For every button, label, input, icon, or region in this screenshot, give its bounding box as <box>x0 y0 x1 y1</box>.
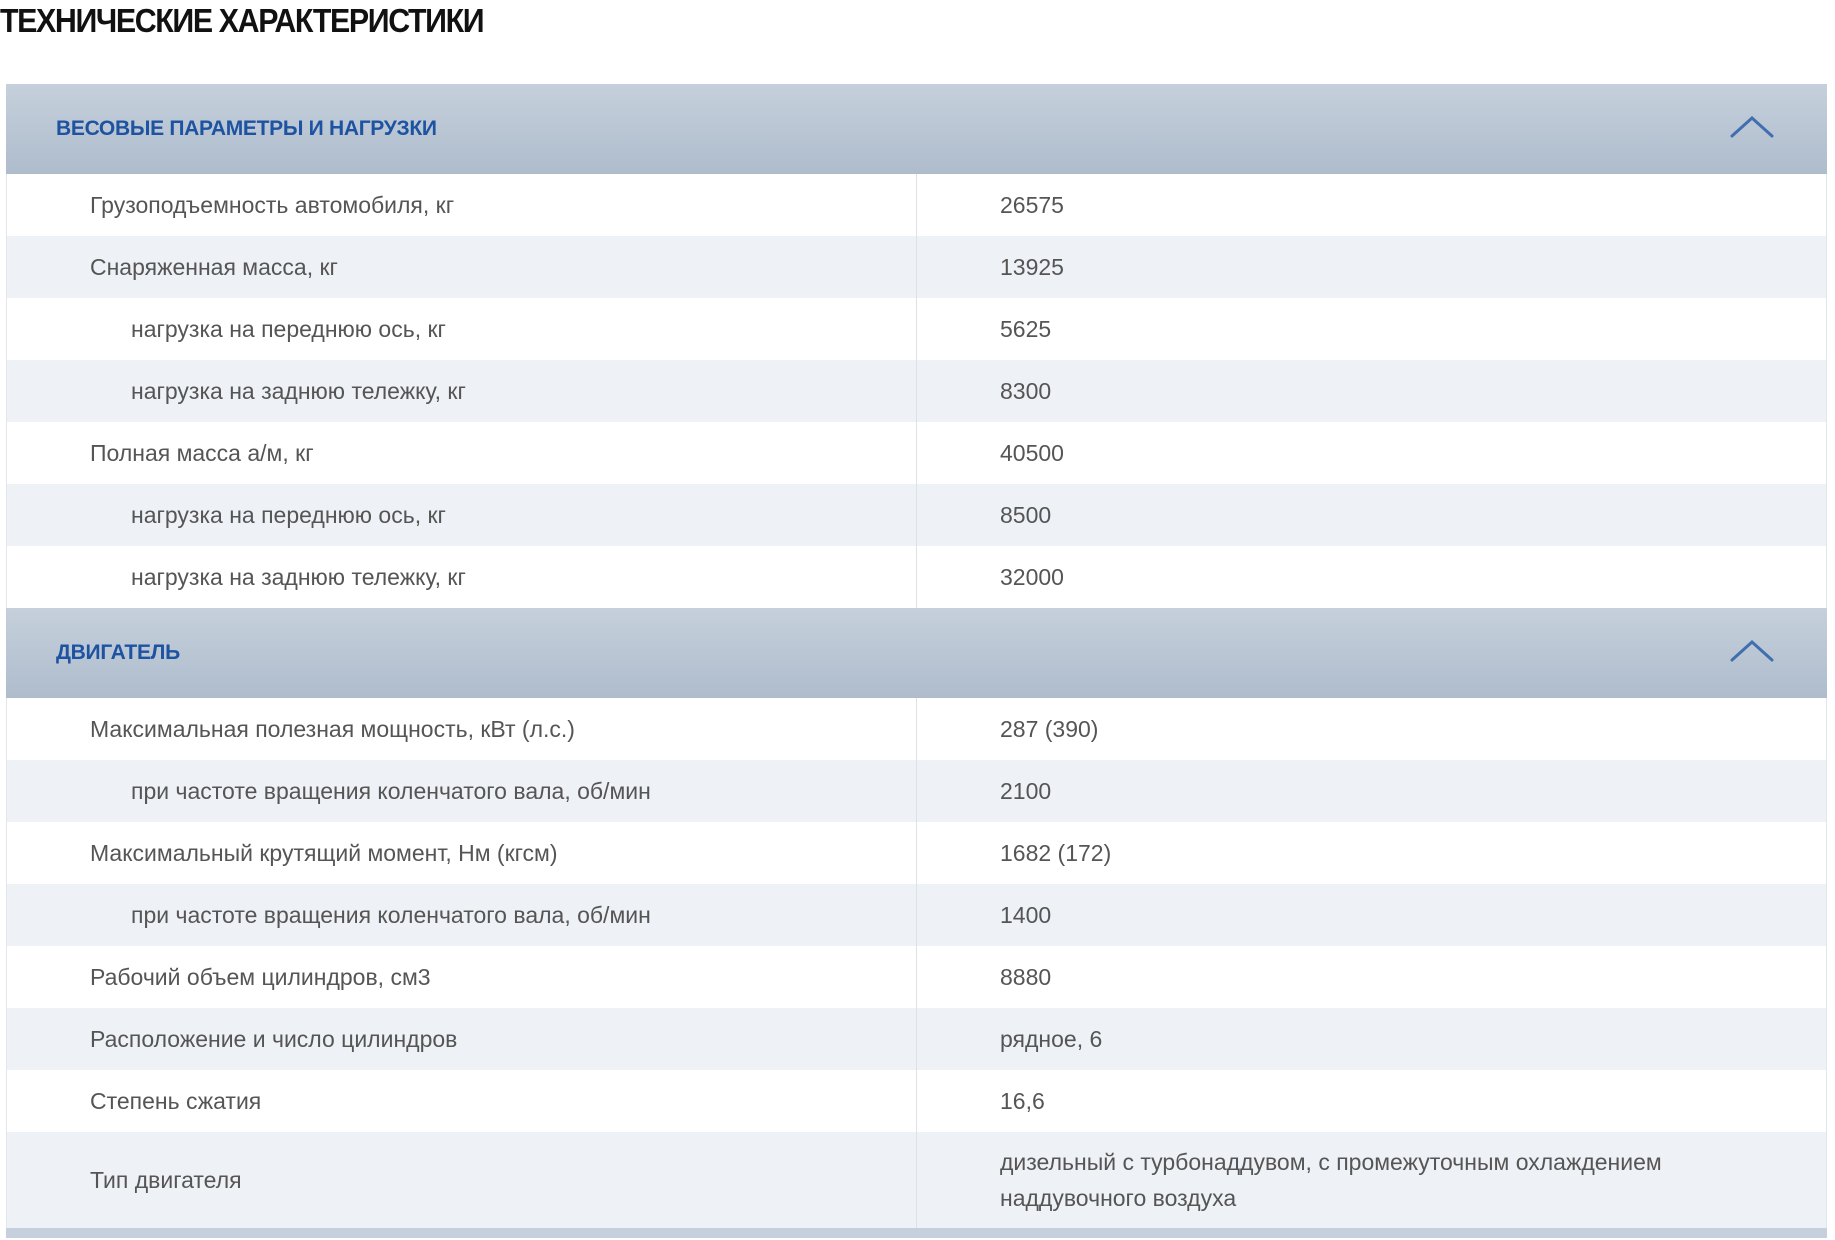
table-row: нагрузка на заднюю тележку, кг 32000 <box>7 546 1826 608</box>
row-value: дизельный с турбонаддувом, с промежуточн… <box>1000 1149 1662 1211</box>
section-rows: Максимальная полезная мощность, кВт (л.с… <box>6 698 1827 1228</box>
row-value: 1682 (172) <box>1000 840 1112 866</box>
row-label: нагрузка на заднюю тележку, кг <box>7 546 917 608</box>
row-label: Степень сжатия <box>7 1070 917 1132</box>
row-label: при частоте вращения коленчатого вала, о… <box>7 884 917 946</box>
table-row: Степень сжатия 16,6 <box>7 1070 1826 1132</box>
table-row: при частоте вращения коленчатого вала, о… <box>7 760 1826 822</box>
row-value: 1400 <box>1000 902 1052 928</box>
table-row: при частоте вращения коленчатого вала, о… <box>7 884 1826 946</box>
table-row: нагрузка на переднюю ось, кг 8500 <box>7 484 1826 546</box>
table-row: нагрузка на переднюю ось, кг 5625 <box>7 298 1826 360</box>
chevron-up-icon[interactable] <box>1729 638 1775 664</box>
table-row: Тип двигателя дизельный с турбонаддувом,… <box>7 1132 1826 1228</box>
row-value: 2100 <box>1000 778 1052 804</box>
row-label: Полная масса а/м, кг <box>7 422 917 484</box>
row-label: Снаряженная масса, кг <box>7 236 917 298</box>
row-value: 32000 <box>1000 564 1064 590</box>
row-label: Максимальная полезная мощность, кВт (л.с… <box>7 698 917 760</box>
row-label: Максимальный крутящий момент, Нм (кгсм) <box>7 822 917 884</box>
table-row: Расположение и число цилиндров рядное, 6 <box>7 1008 1826 1070</box>
row-label: нагрузка на переднюю ось, кг <box>7 484 917 546</box>
table-row: Грузоподъемность автомобиля, кг 26575 <box>7 174 1826 236</box>
row-label: Расположение и число цилиндров <box>7 1008 917 1070</box>
section-title: ВЕСОВЫЕ ПАРАМЕТРЫ И НАГРУЗКИ <box>56 117 437 140</box>
row-value: 8880 <box>1000 964 1052 990</box>
row-value: 26575 <box>1000 192 1064 218</box>
table-row: Максимальный крутящий момент, Нм (кгсм) … <box>7 822 1826 884</box>
section-title: ДВИГАТЕЛЬ <box>56 641 180 664</box>
row-value: 40500 <box>1000 440 1064 466</box>
row-value: 287 (390) <box>1000 716 1099 742</box>
row-value: 8500 <box>1000 502 1052 528</box>
section-header[interactable]: ДВИГАТЕЛЬ <box>6 608 1827 698</box>
table-row: Полная масса а/м, кг 40500 <box>7 422 1826 484</box>
table-row: Максимальная полезная мощность, кВт (л.с… <box>7 698 1826 760</box>
row-label: Грузоподъемность автомобиля, кг <box>7 174 917 236</box>
row-value: рядное, 6 <box>1000 1026 1103 1052</box>
chevron-up-icon[interactable] <box>1729 114 1775 140</box>
row-label: Рабочий объем цилиндров, см3 <box>7 946 917 1008</box>
row-value: 5625 <box>1000 316 1052 342</box>
spec-table: ВЕСОВЫЕ ПАРАМЕТРЫ И НАГРУЗКИ Грузоподъем… <box>6 84 1827 1238</box>
row-label: нагрузка на заднюю тележку, кг <box>7 360 917 422</box>
section-header[interactable]: ВЕСОВЫЕ ПАРАМЕТРЫ И НАГРУЗКИ <box>6 84 1827 174</box>
table-row: Снаряженная масса, кг 13925 <box>7 236 1826 298</box>
table-row: нагрузка на заднюю тележку, кг 8300 <box>7 360 1826 422</box>
row-label: Тип двигателя <box>7 1132 917 1228</box>
row-value: 8300 <box>1000 378 1052 404</box>
page-title: ТЕХНИЧЕСКИЕ ХАРАКТЕРИСТИКИ <box>0 2 485 39</box>
row-value: 13925 <box>1000 254 1064 280</box>
row-label: при частоте вращения коленчатого вала, о… <box>7 760 917 822</box>
section-rows: Грузоподъемность автомобиля, кг 26575 Сна… <box>6 174 1827 608</box>
row-label: нагрузка на переднюю ось, кг <box>7 298 917 360</box>
next-section-header-edge <box>6 1228 1827 1238</box>
table-row: Рабочий объем цилиндров, см3 8880 <box>7 946 1826 1008</box>
row-value: 16,6 <box>1000 1088 1045 1114</box>
